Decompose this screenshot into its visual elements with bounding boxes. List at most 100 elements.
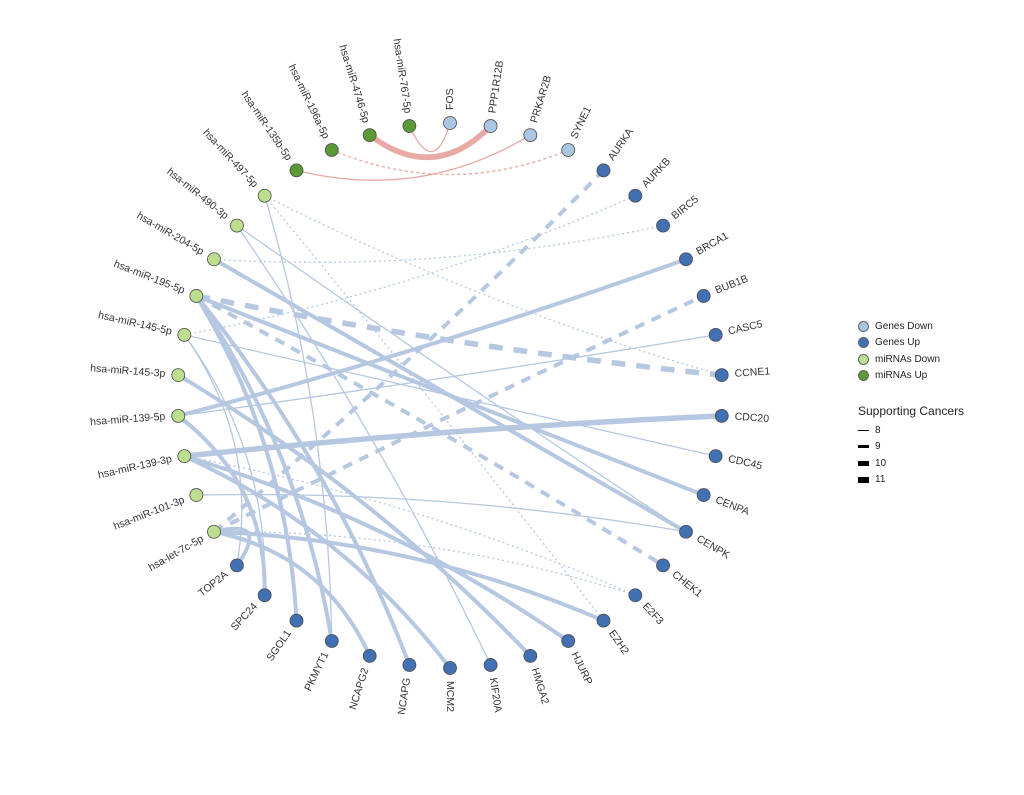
node-label: AURKB bbox=[640, 155, 673, 190]
node-circle[interactable] bbox=[362, 648, 377, 663]
edge-hsa-let-7c-5p-AURKA bbox=[212, 168, 605, 534]
node-BRCA1[interactable]: BRCA1 bbox=[679, 230, 731, 267]
node-CASC5[interactable]: CASC5 bbox=[708, 318, 764, 342]
node-SGOL1[interactable]: SGOL1 bbox=[264, 613, 304, 664]
node-hsa-miR-195-5p[interactable]: hsa-miR-195-5p bbox=[112, 258, 204, 303]
node-circle[interactable] bbox=[171, 368, 186, 383]
node-circle[interactable] bbox=[207, 524, 221, 539]
node-CCNE1[interactable]: CCNE1 bbox=[714, 365, 771, 383]
node-NCAPG2[interactable]: NCAPG2 bbox=[347, 648, 377, 711]
node-circle[interactable] bbox=[289, 163, 304, 178]
node-hsa-miR-135b-5p[interactable]: hsa-miR-135b-5p bbox=[239, 89, 304, 178]
node-CDC45[interactable]: CDC45 bbox=[708, 449, 763, 473]
node-circle[interactable] bbox=[257, 188, 272, 203]
node-CENPA[interactable]: CENPA bbox=[696, 488, 751, 519]
node-circle[interactable] bbox=[596, 613, 611, 628]
node-circle[interactable] bbox=[443, 661, 457, 675]
node-circle[interactable] bbox=[708, 327, 723, 342]
node-BUB1B[interactable]: BUB1B bbox=[696, 273, 750, 303]
node-hsa-miR-490-3p[interactable]: hsa-miR-490-3p bbox=[164, 166, 244, 233]
node-circle[interactable] bbox=[523, 648, 538, 663]
edge-hsa-let-7c-5p-NCAPG2 bbox=[213, 529, 372, 657]
node-hsa-let-7c-5p[interactable]: hsa-let-7c-5p bbox=[147, 524, 221, 574]
legend-label: Genes Down bbox=[875, 320, 933, 332]
node-circle[interactable] bbox=[523, 128, 538, 143]
node-circle[interactable] bbox=[230, 218, 244, 233]
node-circle[interactable] bbox=[596, 163, 611, 178]
node-PPP1R12B[interactable]: PPP1R12B bbox=[483, 60, 506, 133]
node-AURKA[interactable]: AURKA bbox=[596, 126, 636, 178]
node-TOP2A[interactable]: TOP2A bbox=[196, 558, 244, 599]
node-label: NCAPG bbox=[396, 677, 413, 716]
node-PRKAR2B[interactable]: PRKAR2B bbox=[523, 74, 554, 143]
node-circle[interactable] bbox=[628, 588, 643, 603]
node-circle[interactable] bbox=[177, 449, 192, 464]
node-HJURP[interactable]: HJURP bbox=[561, 634, 595, 687]
node-circle[interactable] bbox=[696, 289, 711, 303]
node-label: hsa-miR-135b-5p bbox=[239, 89, 295, 163]
node-BIRC5[interactable]: BIRC5 bbox=[656, 193, 702, 233]
edge-hsa-let-7c-5p-E2F3 bbox=[214, 531, 636, 596]
node-circle[interactable] bbox=[362, 128, 377, 143]
node-HMGA2[interactable]: HMGA2 bbox=[523, 648, 551, 706]
node-circle[interactable] bbox=[656, 558, 670, 573]
node-CHEK1[interactable]: CHEK1 bbox=[656, 558, 705, 600]
node-circle[interactable] bbox=[679, 252, 693, 267]
node-circle[interactable] bbox=[257, 588, 272, 603]
node-CDC20[interactable]: CDC20 bbox=[714, 408, 770, 425]
node-hsa-miR-497-5p[interactable]: hsa-miR-497-5p bbox=[200, 127, 272, 203]
node-circle[interactable] bbox=[714, 368, 729, 383]
node-SYNE1[interactable]: SYNE1 bbox=[561, 104, 594, 157]
node-hsa-miR-196a-5p[interactable]: hsa-miR-196a-5p bbox=[286, 62, 339, 157]
node-hsa-miR-4746-5p[interactable]: hsa-miR-4746-5p bbox=[336, 43, 377, 143]
node-EZH2[interactable]: EZH2 bbox=[596, 613, 631, 657]
node-label: CENPA bbox=[714, 494, 751, 518]
node-MCM2[interactable]: MCM2 bbox=[443, 661, 457, 713]
node-hsa-miR-145-5p[interactable]: hsa-miR-145-5p bbox=[97, 309, 192, 342]
node-hsa-miR-139-5p[interactable]: hsa-miR-139-5p bbox=[90, 408, 186, 428]
node-circle[interactable] bbox=[189, 289, 204, 303]
node-KIF20A[interactable]: KIF20A bbox=[483, 658, 504, 713]
node-circle[interactable] bbox=[561, 634, 576, 648]
node-circle[interactable] bbox=[483, 658, 498, 672]
node-circle[interactable] bbox=[714, 408, 729, 423]
node-circle[interactable] bbox=[171, 408, 186, 423]
node-FOS[interactable]: FOS bbox=[443, 88, 457, 130]
node-circle[interactable] bbox=[324, 143, 339, 157]
node-circle[interactable] bbox=[402, 119, 417, 133]
node-circle[interactable] bbox=[402, 658, 417, 672]
node-label: PPP1R12B bbox=[486, 60, 506, 114]
node-hsa-miR-145-3p[interactable]: hsa-miR-145-3p bbox=[90, 362, 186, 383]
node-circle[interactable] bbox=[696, 488, 711, 502]
node-circle[interactable] bbox=[207, 252, 221, 267]
node-circle[interactable] bbox=[230, 558, 244, 573]
group-legend: Genes Down Genes Up miRNAs Down miRNAs Up bbox=[858, 318, 964, 384]
node-circle[interactable] bbox=[177, 327, 192, 342]
node-label: hsa-miR-101-3p bbox=[112, 494, 187, 533]
legend-swatch bbox=[858, 320, 869, 332]
node-PKMYT1[interactable]: PKMYT1 bbox=[302, 634, 339, 694]
node-SPC24[interactable]: SPC24 bbox=[229, 588, 272, 633]
edge-layer bbox=[177, 122, 723, 670]
node-hsa-miR-767-5p[interactable]: hsa-miR-767-5p bbox=[391, 38, 417, 133]
node-circle[interactable] bbox=[189, 488, 204, 502]
node-label: BUB1B bbox=[713, 273, 749, 297]
node-hsa-miR-101-3p[interactable]: hsa-miR-101-3p bbox=[112, 488, 204, 533]
node-NCAPG[interactable]: NCAPG bbox=[396, 658, 417, 716]
node-circle[interactable] bbox=[324, 634, 339, 648]
node-circle[interactable] bbox=[289, 613, 304, 628]
node-AURKB[interactable]: AURKB bbox=[628, 155, 673, 203]
node-CENPK[interactable]: CENPK bbox=[679, 524, 732, 561]
node-hsa-miR-139-3p[interactable]: hsa-miR-139-3p bbox=[97, 449, 192, 482]
node-circle[interactable] bbox=[656, 218, 670, 233]
node-hsa-miR-204-5p[interactable]: hsa-miR-204-5p bbox=[135, 210, 221, 267]
node-circle[interactable] bbox=[708, 449, 723, 464]
node-circle[interactable] bbox=[443, 116, 457, 130]
node-circle[interactable] bbox=[561, 143, 576, 157]
node-circle[interactable] bbox=[483, 119, 498, 133]
node-label: hsa-miR-145-3p bbox=[90, 362, 166, 380]
node-circle[interactable] bbox=[679, 524, 693, 539]
node-circle[interactable] bbox=[628, 188, 643, 203]
node-E2F3[interactable]: E2F3 bbox=[628, 588, 666, 627]
